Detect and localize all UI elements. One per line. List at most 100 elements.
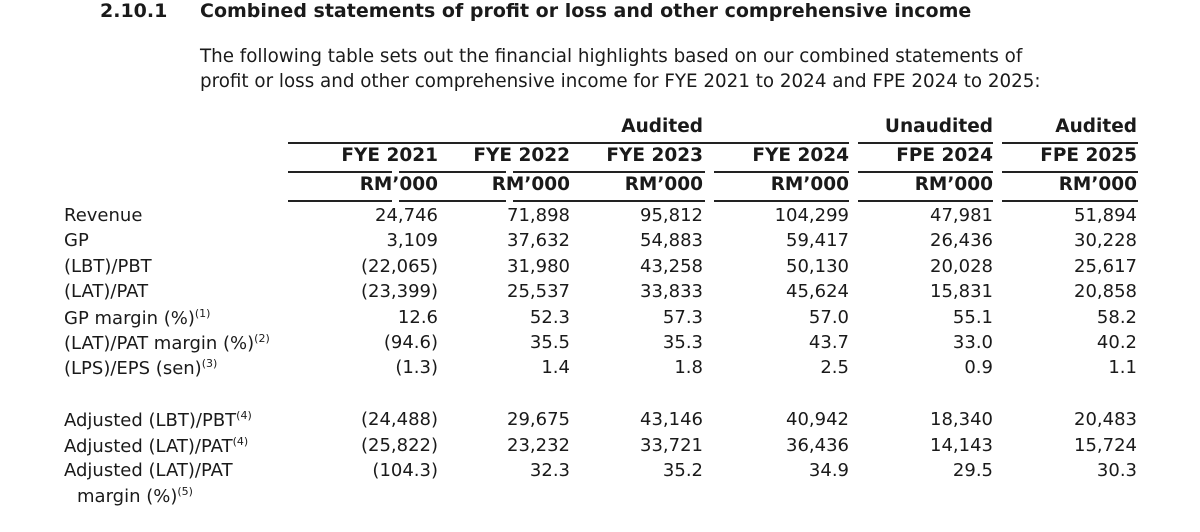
table-cell: 95,812: [640, 205, 703, 226]
footnote-ref: (2): [254, 332, 270, 345]
table-cell: 35.2: [662, 460, 703, 481]
row-label-text: GP: [64, 230, 89, 251]
column-header-period: FYE 2023: [606, 145, 703, 166]
table-cell: 3,109: [386, 230, 438, 251]
row-label-text: Adjusted (LAT)/PAT: [64, 436, 233, 457]
column-header-period: FPE 2025: [1040, 145, 1137, 166]
table-cell: 31,980: [507, 256, 570, 277]
table-cell: 30,228: [1074, 230, 1137, 251]
column-header-period: FPE 2024: [896, 145, 993, 166]
table-cell: 1.4: [541, 357, 570, 378]
table-cell: 37,632: [507, 230, 570, 251]
header-underline: [513, 200, 705, 202]
table-cell: 2.5: [820, 357, 849, 378]
row-label-text: GP margin (%): [64, 308, 195, 329]
table-cell: 0.9: [964, 357, 993, 378]
table-cell: 50,130: [786, 256, 849, 277]
table-cell: 52.3: [529, 307, 570, 328]
table-cell: 43,258: [640, 256, 703, 277]
table-cell: 58.2: [1096, 307, 1137, 328]
header-underline: [1002, 200, 1138, 202]
section-number: 2.10.1: [100, 0, 168, 22]
header-underline: [714, 171, 849, 173]
column-header-unit: RM’000: [770, 174, 849, 195]
column-header-period: FYE 2022: [473, 145, 570, 166]
footnote-ref: (4): [232, 435, 249, 448]
column-header-period: FYE 2021: [341, 145, 438, 166]
row-label: (LAT)/PAT margin (%)(2): [64, 332, 270, 354]
row-label: Adjusted (LBT)/PBT(4): [64, 409, 252, 431]
footnote-ref: (5): [177, 485, 193, 498]
table-cell: 59,417: [786, 230, 849, 251]
group-underline: [288, 142, 849, 144]
table-cell: 55.1: [952, 307, 993, 328]
table-cell: 35.5: [529, 332, 570, 353]
table-cell: 14,143: [930, 435, 993, 456]
table-cell: 57.3: [662, 307, 703, 328]
table-cell: 34.9: [808, 460, 849, 481]
group-audited-fpe: Audited: [1055, 116, 1137, 137]
row-label: Revenue: [64, 205, 142, 226]
header-underline: [399, 200, 506, 202]
row-label: (LAT)/PAT: [64, 281, 148, 302]
table-cell: 23,232: [507, 435, 570, 456]
table-cell: 1.1: [1108, 357, 1137, 378]
table-cell: 20,028: [930, 256, 993, 277]
table-cell: 20,483: [1074, 409, 1137, 430]
row-label-text: Adjusted (LAT)/PAT: [64, 460, 233, 481]
table-cell: 47,981: [930, 205, 993, 226]
header-underline: [399, 171, 506, 173]
table-cell: 33.0: [952, 332, 993, 353]
table-cell: 57.0: [808, 307, 849, 328]
table-cell: 29,675: [507, 409, 570, 430]
table-cell: 40,942: [786, 409, 849, 430]
table-cell: 29.5: [952, 460, 993, 481]
row-label: GP: [64, 230, 89, 251]
row-label-text: Adjusted (LBT)/PBT: [64, 410, 237, 431]
table-cell: 25,617: [1074, 256, 1137, 277]
column-header-period: FYE 2024: [752, 145, 849, 166]
column-header-unit: RM’000: [914, 174, 993, 195]
column-header-unit: RM’000: [1058, 174, 1137, 195]
group-audited-fye: Audited: [621, 116, 703, 137]
row-label-text: (LPS)/EPS (sen): [64, 358, 202, 379]
table-cell: 15,831: [930, 281, 993, 302]
table-cell: 36,436: [786, 435, 849, 456]
row-label-continuation: margin (%)(5): [77, 485, 193, 507]
row-label-text: (LAT)/PAT margin (%): [64, 333, 255, 354]
table-cell: 104,299: [774, 205, 849, 226]
header-underline: [513, 171, 705, 173]
column-header-unit: RM’000: [624, 174, 703, 195]
table-cell: (24,488): [360, 409, 438, 430]
group-underline: [1002, 142, 1138, 144]
table-cell: (1.3): [395, 357, 438, 378]
intro-line-2: profit or loss and other comprehensive i…: [200, 71, 1041, 92]
group-underline: [858, 142, 993, 144]
row-label-text: (LAT)/PAT: [64, 281, 149, 302]
header-underline: [858, 171, 993, 173]
table-cell: 15,724: [1074, 435, 1137, 456]
column-header-unit: RM’000: [491, 174, 570, 195]
table-cell: 18,340: [930, 409, 993, 430]
intro-line-1: The following table sets out the financi…: [200, 46, 1023, 67]
row-label: (LPS)/EPS (sen)(3): [64, 357, 217, 379]
row-label: GP margin (%)(1): [64, 307, 210, 329]
row-label: Adjusted (LAT)/PAT: [64, 460, 233, 481]
table-cell: 26,436: [930, 230, 993, 251]
footnote-ref: (1): [194, 307, 211, 320]
table-cell: 45,624: [786, 281, 849, 302]
row-label: Adjusted (LAT)/PAT(4): [64, 435, 248, 457]
table-cell: 43,146: [640, 409, 703, 430]
header-underline: [714, 200, 849, 202]
table-cell: (94.6): [383, 332, 438, 353]
table-cell: (22,065): [360, 256, 438, 277]
table-cell: 33,833: [640, 281, 703, 302]
table-cell: 43.7: [808, 332, 849, 353]
section-title: Combined statements of profit or loss an…: [200, 0, 972, 22]
row-label-text: margin (%): [77, 486, 178, 507]
footnote-ref: (3): [201, 357, 218, 370]
table-cell: 1.8: [674, 357, 703, 378]
table-cell: 12.6: [397, 307, 438, 328]
row-label: (LBT)/PBT: [64, 256, 152, 277]
table-cell: 20,858: [1074, 281, 1137, 302]
